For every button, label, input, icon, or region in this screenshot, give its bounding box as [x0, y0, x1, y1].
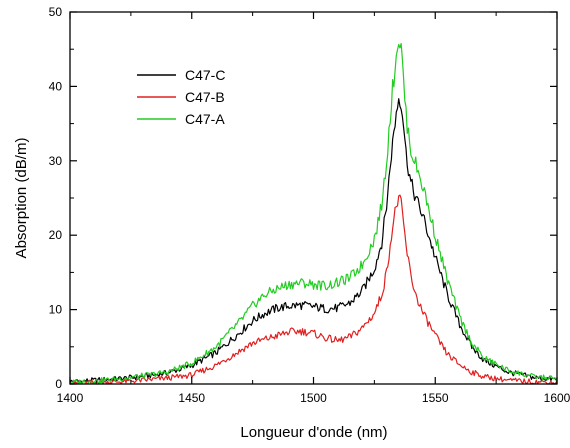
y-axis-title: Absorption (dB/m) [13, 138, 30, 259]
legend: C47-C C47-B C47-A [137, 67, 225, 127]
legend-label-C47-B: C47-B [185, 89, 225, 105]
y-tick-label: 10 [49, 303, 63, 317]
x-tick-label: 1500 [300, 391, 327, 405]
series-line-C47-C [69, 98, 558, 385]
y-tick-label: 0 [55, 377, 62, 391]
y-tick-label: 40 [49, 79, 63, 93]
x-tick-label: 1450 [178, 391, 205, 405]
legend-label-C47-A: C47-A [185, 111, 225, 127]
x-tick-label: 1550 [422, 391, 449, 405]
y-tick-label: 50 [49, 5, 63, 19]
x-axis-title: Longueur d'onde (nm) [240, 424, 387, 441]
y-tick-label: 20 [49, 228, 63, 242]
legend-label-C47-C: C47-C [185, 67, 225, 83]
x-tick-label: 1400 [57, 391, 84, 405]
series-line-C47-A [69, 42, 558, 385]
plot-frame [69, 11, 558, 385]
y-tick-label: 30 [49, 154, 63, 168]
axes: 1400 1450 1500 1550 1600 0 10 20 30 40 50 [49, 5, 570, 405]
x-tick-label: 1600 [544, 391, 570, 405]
plot-area [69, 42, 558, 385]
series-line-C47-B [70, 194, 558, 385]
